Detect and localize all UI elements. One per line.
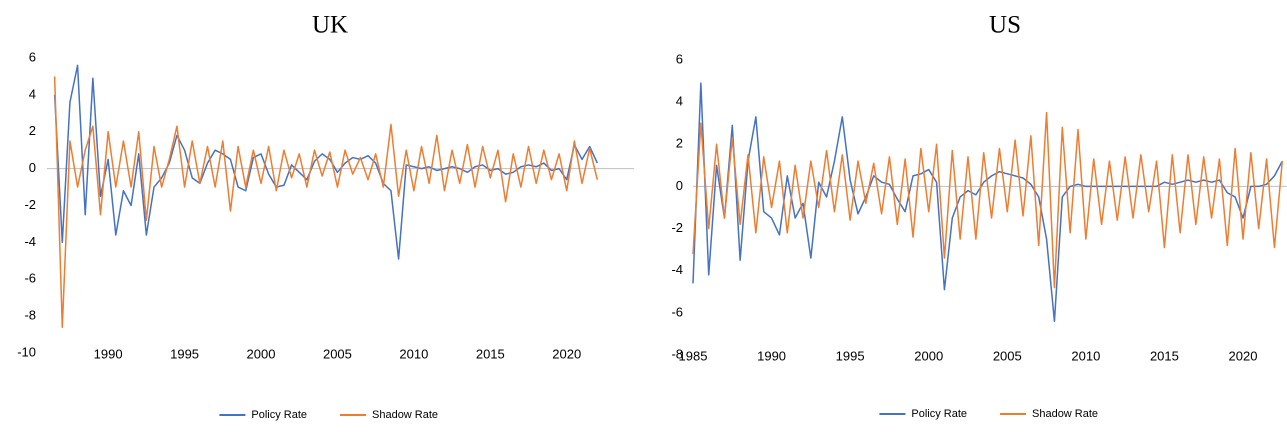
y-tick-label: -2 [671, 220, 683, 235]
y-tick-label: 4 [676, 94, 683, 109]
chart-title: US [989, 12, 1021, 39]
series-line [692, 111, 1284, 289]
x-tick-label: 1990 [757, 348, 786, 363]
y-tick-label: -2 [24, 197, 36, 212]
x-tick-label: 2005 [993, 348, 1022, 363]
legend-label: Shadow Rate [372, 409, 438, 421]
x-tick-label: 2020 [1229, 348, 1258, 363]
y-tick-label: 2 [676, 136, 683, 151]
y-tick-label: 6 [29, 49, 36, 64]
y-tick-label: 0 [29, 160, 36, 175]
x-tick-label: 1995 [170, 346, 199, 361]
y-tick-label: 2 [29, 123, 36, 138]
x-tick-label: 2005 [323, 346, 352, 361]
x-tick-label: 2000 [914, 348, 943, 363]
y-tick-label: -8 [24, 308, 36, 323]
x-tick-label: 2020 [552, 346, 581, 361]
y-tick-label: -4 [24, 234, 36, 249]
x-tick-label: 1995 [836, 348, 865, 363]
x-tick-label: 1985 [679, 348, 708, 363]
chart-title: UK [312, 12, 348, 39]
y-tick-label: 6 [676, 51, 683, 66]
y-tick-label: -6 [671, 304, 683, 319]
x-tick-label: 2010 [1071, 348, 1100, 363]
y-tick-label: -6 [24, 271, 36, 286]
x-tick-label: 2000 [247, 346, 276, 361]
y-tick-label: 0 [676, 178, 683, 193]
y-tick-label: 4 [29, 86, 36, 101]
legend: Policy Rate Shadow Rate [219, 409, 438, 421]
series-line [53, 76, 599, 328]
y-tick-label: -8 [671, 346, 683, 361]
series-line [53, 64, 598, 260]
x-tick-label: 1990 [94, 346, 123, 361]
x-tick-label: 2015 [476, 346, 505, 361]
legend-label: Policy Rate [251, 409, 307, 421]
x-tick-label: 2010 [399, 346, 428, 361]
x-tick-label: 2015 [1150, 348, 1179, 363]
legend-label: Shadow Rate [1032, 408, 1098, 420]
panel: UK 6 4 2 0 -2 -4 -6 -8 -10 1990 1995 2000 2005 2010 201… [17, 12, 634, 421]
legend-label: Policy Rate [911, 408, 967, 420]
legend: Policy Rate Shadow Rate [879, 408, 1098, 420]
y-tick-label: -10 [17, 344, 36, 359]
y-tick-label: -4 [671, 262, 683, 277]
